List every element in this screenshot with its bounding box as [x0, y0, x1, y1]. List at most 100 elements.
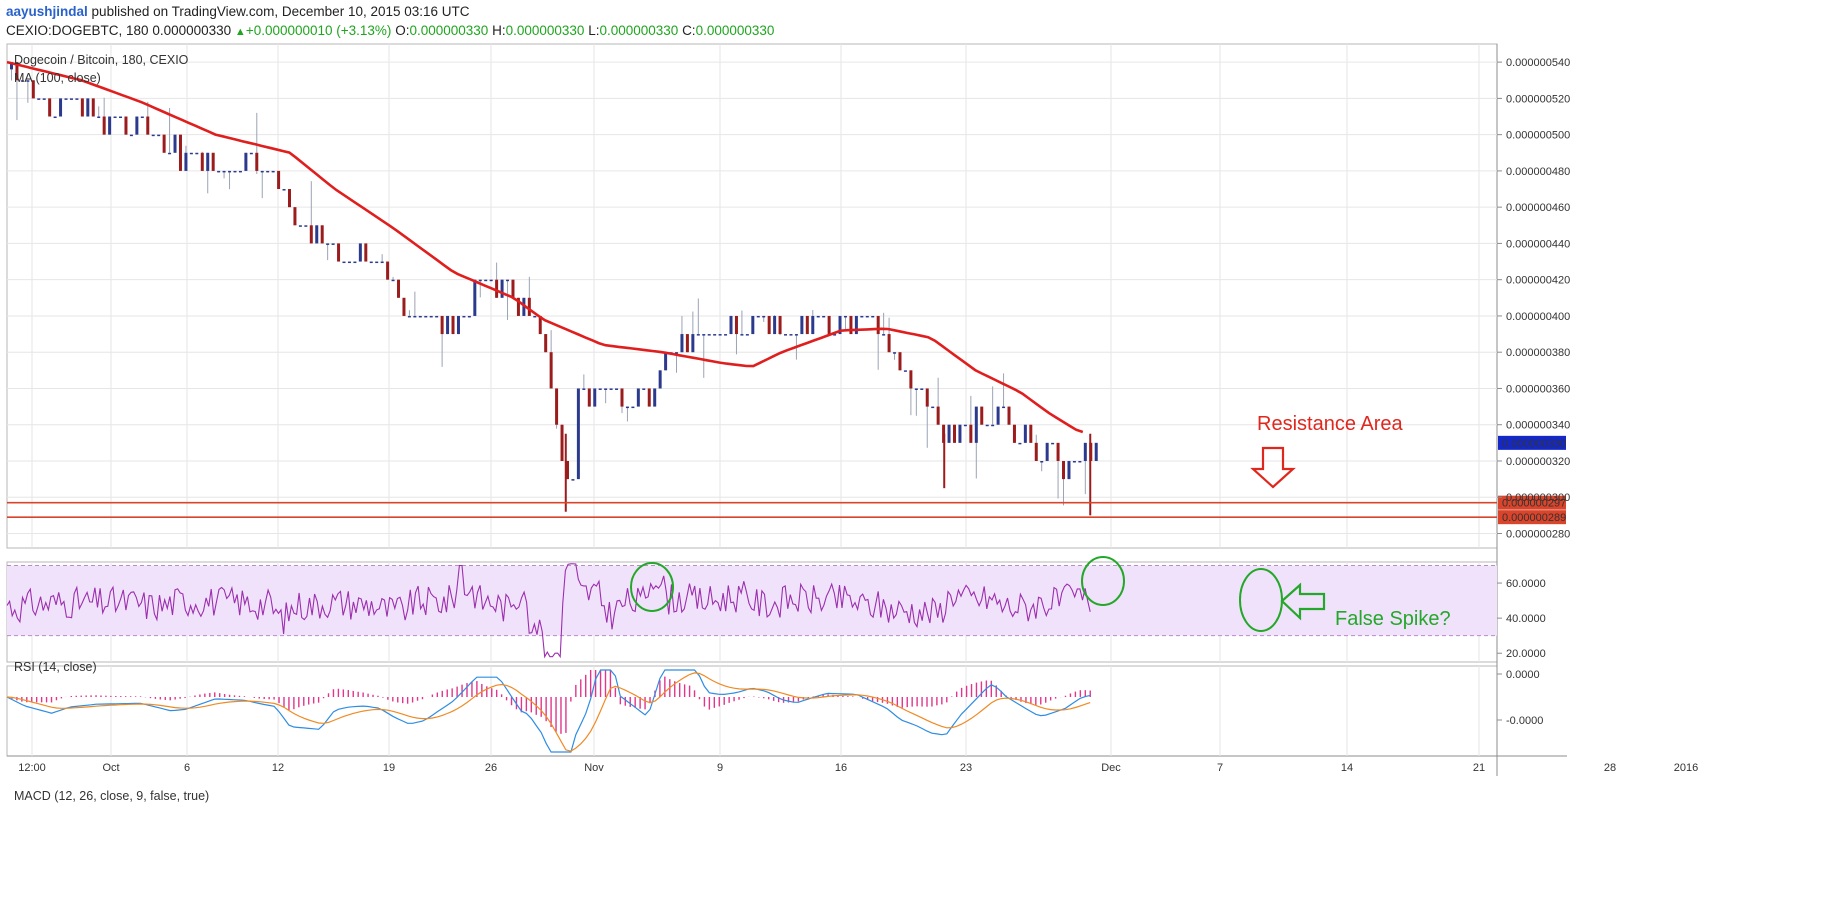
candle-body: [162, 134, 166, 153]
candle-body: [516, 297, 520, 316]
moving-average-series[interactable]: [6, 60, 1084, 434]
candle-body: [533, 315, 537, 318]
resistance-area-label: Resistance Area: [1257, 413, 1404, 435]
macd-tick-label: -0.0000: [1506, 715, 1543, 727]
candle-body: [822, 315, 826, 318]
price-tick-label: 0.000000520: [1506, 93, 1570, 105]
candlestick-series[interactable]: [10, 62, 1098, 516]
candle-body: [200, 152, 204, 171]
candle-body: [413, 315, 417, 318]
candle-body: [751, 315, 755, 335]
candle-body: [582, 388, 586, 390]
candle-body: [724, 334, 728, 336]
candle-body: [429, 315, 433, 318]
candle-body: [86, 98, 90, 117]
candle-body: [407, 315, 411, 318]
candle-body: [631, 406, 635, 409]
candle-body: [282, 189, 286, 191]
candle-body: [593, 388, 597, 407]
candle-body: [702, 334, 706, 336]
candle-body: [571, 479, 575, 481]
highlight-circle: [1081, 556, 1125, 606]
time-tick-label: 14: [1341, 762, 1353, 774]
candle-body: [402, 297, 406, 316]
candle-body: [893, 352, 897, 354]
candle-body: [642, 388, 646, 390]
candle-body: [386, 261, 390, 280]
candle-body: [636, 388, 640, 407]
candle-body: [451, 315, 455, 335]
candle-body: [358, 243, 362, 262]
false-spike-arrow-icon: [1280, 582, 1326, 621]
candle-body: [538, 315, 542, 335]
price-tick-label: 0.000000340: [1506, 420, 1570, 432]
candle-body: [31, 80, 35, 99]
support-lines[interactable]: 0.000000297 0.000000289 0.000000330: [7, 435, 1566, 525]
candle-body: [37, 98, 41, 100]
candle-body: [80, 98, 84, 117]
price-tick-label: 0.000000380: [1506, 347, 1570, 359]
candle-body: [189, 152, 193, 155]
low-value: 0.000000330: [599, 23, 679, 38]
candle-body: [506, 279, 510, 282]
rsi-series[interactable]: [6, 563, 1091, 659]
candle-body: [456, 315, 460, 335]
author-link[interactable]: aayushjindal: [6, 4, 88, 19]
high-value: 0.000000330: [505, 23, 585, 38]
candle-body: [527, 297, 531, 316]
candle-body: [549, 352, 553, 389]
time-tick-label: 7: [1217, 762, 1223, 774]
candle-body: [903, 370, 907, 372]
signal-line: [6, 672, 1091, 752]
candle-body: [129, 134, 133, 137]
last-value: 0.000000330: [152, 23, 232, 38]
candle-body: [854, 315, 858, 335]
candle-body: [713, 334, 717, 336]
candle-body: [800, 315, 804, 335]
price-tick-label: 0.000000400: [1506, 311, 1570, 323]
candle-body: [604, 388, 608, 390]
candle-body: [909, 370, 913, 389]
candle-body: [53, 116, 57, 119]
candle-body: [931, 406, 935, 409]
rsi-tick-label: 20.0000: [1506, 648, 1546, 660]
candle-body: [489, 279, 493, 282]
time-tick-label: 6: [184, 762, 190, 774]
price-tick-label: 0.000000460: [1506, 202, 1570, 214]
time-tick-label: Dec: [1101, 762, 1121, 774]
candle-body: [260, 170, 264, 173]
candle-body: [124, 116, 128, 135]
candle-body: [1040, 460, 1044, 463]
candle-body: [625, 406, 629, 409]
candle-body: [1007, 406, 1011, 425]
candle-body: [102, 116, 106, 135]
candle-body: [42, 98, 46, 100]
candle-body: [555, 388, 559, 425]
candle-body: [495, 279, 499, 298]
candle-body: [794, 334, 798, 336]
candle-body: [980, 406, 984, 425]
candle-body: [151, 134, 155, 137]
candle-body: [718, 334, 722, 336]
candle-body: [97, 116, 101, 119]
time-tick-label: Nov: [584, 762, 604, 774]
candle-body: [576, 388, 580, 480]
time-tick-label: 16: [835, 762, 847, 774]
candle-body: [664, 352, 668, 371]
candle-body: [369, 261, 373, 264]
macd-series[interactable]: [6, 669, 1091, 753]
candle-body: [277, 170, 281, 190]
candle-body: [1023, 424, 1027, 443]
candle-body: [691, 334, 695, 353]
candle-body: [195, 152, 199, 155]
candle-body: [244, 152, 248, 171]
candle-body: [609, 388, 613, 390]
candle-body: [211, 152, 215, 171]
time-tick-label: 9: [717, 762, 723, 774]
false-spike-label: False Spike?: [1335, 608, 1451, 630]
price-tick-label: 0.000000440: [1506, 238, 1570, 250]
candle-body: [647, 388, 651, 407]
candle-body: [696, 334, 700, 336]
candle-body: [64, 98, 68, 100]
